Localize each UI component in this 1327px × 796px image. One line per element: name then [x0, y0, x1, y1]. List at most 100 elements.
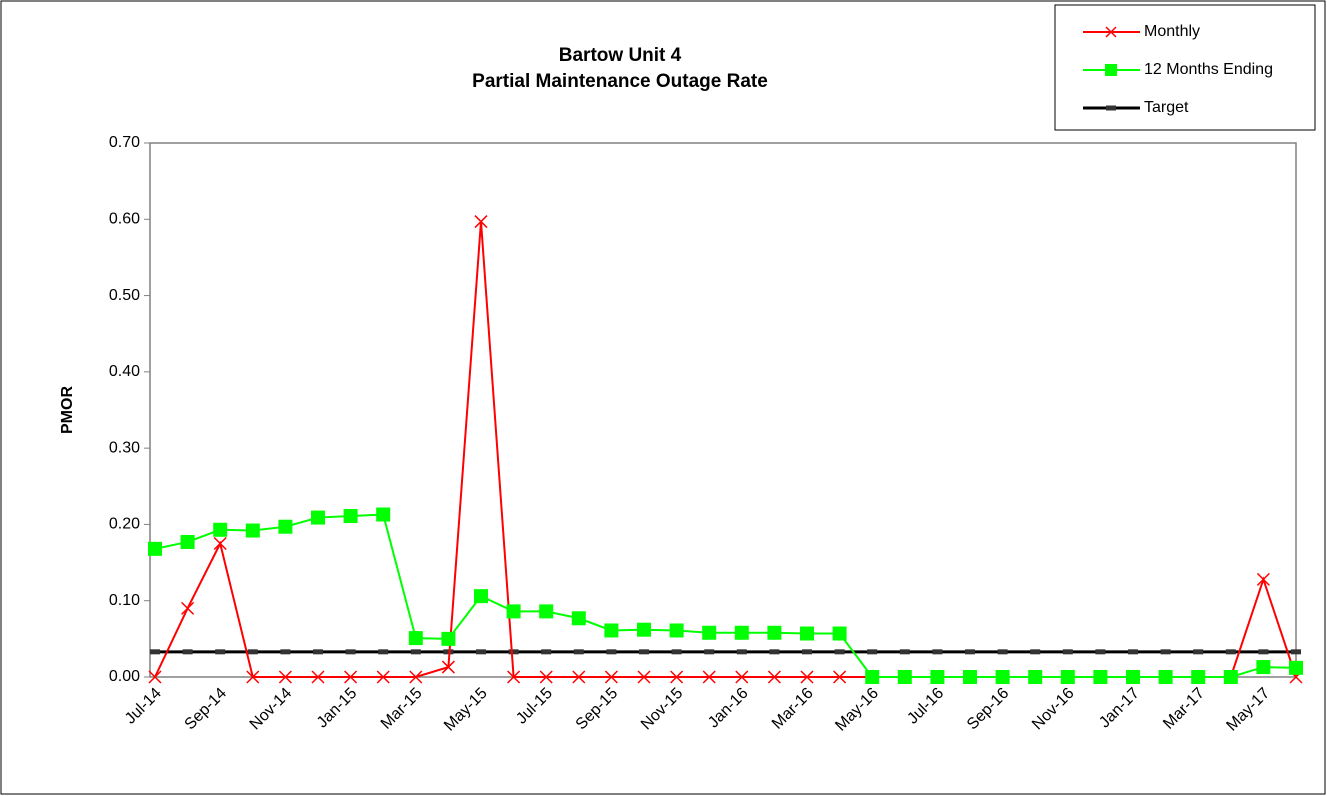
marker-dash: [997, 649, 1008, 655]
marker-x: [637, 670, 651, 684]
marker-square: [865, 670, 880, 684]
marker-dash: [410, 649, 421, 655]
marker-dash: [573, 649, 584, 655]
marker-square: [1158, 670, 1173, 684]
marker-x: [474, 215, 488, 229]
marker-dash: [1095, 649, 1106, 655]
marker-square: [669, 623, 684, 638]
marker-dash: [1030, 649, 1041, 655]
y-tick-label: 0.00: [109, 668, 140, 685]
y-tick-label: 0.70: [109, 134, 140, 151]
y-tick-label: 0.10: [109, 592, 140, 609]
marker-x: [181, 601, 195, 615]
marker-dash: [1128, 649, 1138, 655]
marker-dash: [802, 649, 812, 655]
marker-dash: [1062, 649, 1073, 655]
legend-label: Monthly: [1144, 23, 1200, 40]
y-tick-label: 0.40: [109, 363, 140, 380]
legend-label: 12 Months Ending: [1144, 61, 1273, 78]
marker-x: [572, 670, 586, 684]
marker-square: [1126, 670, 1140, 684]
marker-square: [1093, 670, 1108, 684]
marker-square: [930, 670, 945, 684]
marker-x: [278, 670, 292, 684]
legend-marker: [1105, 26, 1117, 38]
marker-square: [995, 670, 1010, 684]
marker-dash: [606, 649, 617, 655]
y-axis-label: PMOR: [59, 386, 76, 434]
marker-square: [1289, 660, 1303, 675]
marker-square: [767, 625, 782, 640]
marker-square: [702, 625, 717, 640]
marker-x: [735, 670, 749, 684]
marker-dash: [508, 649, 519, 655]
marker-square: [604, 623, 619, 638]
marker-dash: [313, 649, 323, 655]
marker-square: [1191, 670, 1206, 684]
chart-title: Bartow Unit 4: [559, 45, 682, 66]
marker-x: [344, 670, 358, 684]
marker-dash: [215, 649, 226, 655]
marker-x: [441, 660, 455, 674]
marker-square: [278, 519, 293, 534]
marker-square: [1256, 660, 1271, 675]
marker-x: [767, 670, 781, 684]
marker-square: [474, 589, 488, 604]
marker-x: [311, 670, 325, 684]
marker-square: [148, 541, 162, 556]
marker-x: [833, 670, 847, 684]
marker-dash: [671, 649, 682, 655]
marker-dash: [476, 649, 486, 655]
marker-dash: [1291, 649, 1301, 655]
y-tick-label: 0.50: [109, 287, 140, 304]
marker-x: [1256, 572, 1270, 586]
marker-dash: [541, 649, 552, 655]
marker-dash: [1193, 649, 1204, 655]
marker-square: [180, 534, 195, 549]
marker-x: [409, 670, 423, 684]
marker-x: [604, 670, 618, 684]
marker-square: [343, 509, 358, 524]
marker-square: [245, 523, 260, 538]
marker-square: [506, 604, 521, 619]
marker-dash: [247, 649, 258, 655]
marker-dash: [150, 649, 160, 655]
marker-square: [897, 670, 912, 684]
legend-label: Target: [1144, 99, 1189, 116]
marker-square: [832, 626, 847, 641]
marker-x: [800, 670, 814, 684]
y-tick-label: 0.30: [109, 439, 140, 456]
marker-dash: [769, 649, 780, 655]
marker-dash: [932, 649, 943, 655]
marker-square: [539, 604, 554, 619]
legend-marker: [1106, 105, 1116, 111]
marker-x: [702, 670, 716, 684]
marker-square: [213, 522, 228, 537]
marker-dash: [378, 649, 389, 655]
marker-square: [1223, 670, 1238, 684]
marker-dash: [1258, 649, 1269, 655]
marker-x: [539, 670, 553, 684]
marker-dash: [965, 649, 975, 655]
marker-dash: [867, 649, 878, 655]
marker-square: [408, 631, 423, 646]
chart-subtitle: Partial Maintenance Outage Rate: [472, 71, 768, 92]
marker-dash: [1225, 649, 1236, 655]
marker-dash: [736, 649, 747, 655]
marker-square: [376, 507, 391, 522]
marker-dash: [704, 649, 715, 655]
y-tick-label: 0.20: [109, 516, 140, 533]
marker-dash: [834, 649, 845, 655]
marker-dash: [1160, 649, 1171, 655]
marker-dash: [280, 649, 291, 655]
marker-x: [213, 536, 227, 551]
marker-square: [571, 611, 586, 626]
marker-square: [800, 626, 814, 641]
marker-square: [1028, 670, 1043, 684]
marker-dash: [182, 649, 193, 655]
marker-dash: [899, 649, 910, 655]
marker-x: [148, 670, 162, 684]
y-tick-label: 0.60: [109, 211, 140, 228]
marker-square: [734, 625, 749, 640]
